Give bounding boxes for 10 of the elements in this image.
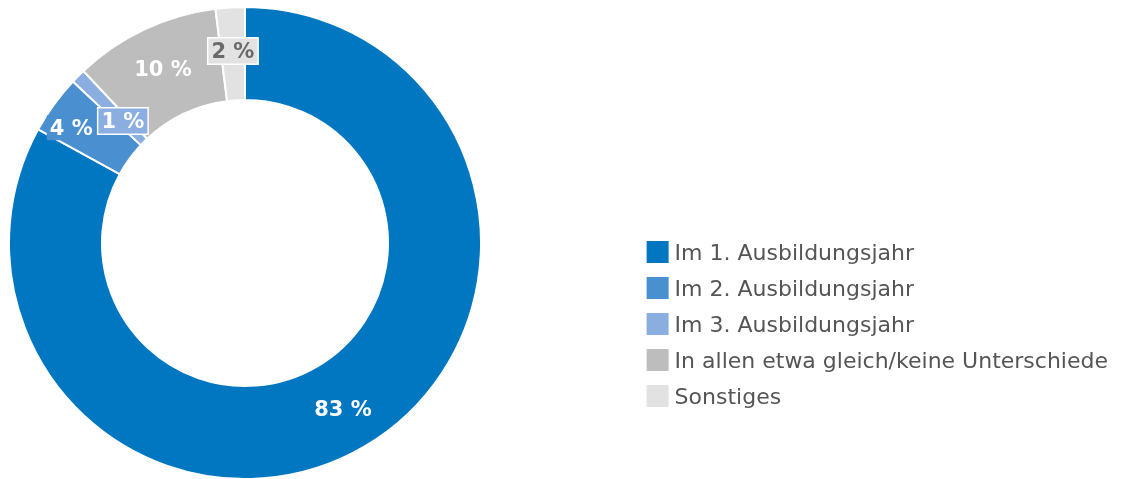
data-label: 4 % [49, 115, 93, 140]
legend-label: In allen etwa gleich/keine Unterschiede [674, 347, 1109, 373]
legend-label: Im 3. Ausbildungsjahr [674, 311, 915, 337]
legend-label: Im 1. Ausbildungsjahr [674, 239, 915, 265]
data-label: 10 % [134, 56, 192, 81]
data-label: 1 % [101, 108, 145, 133]
legend-label: Im 2. Ausbildungsjahr [674, 275, 915, 301]
data-label: 83 % [314, 396, 372, 421]
legend-label: Sonstiges [674, 383, 782, 409]
data-label: 2 % [211, 38, 255, 63]
